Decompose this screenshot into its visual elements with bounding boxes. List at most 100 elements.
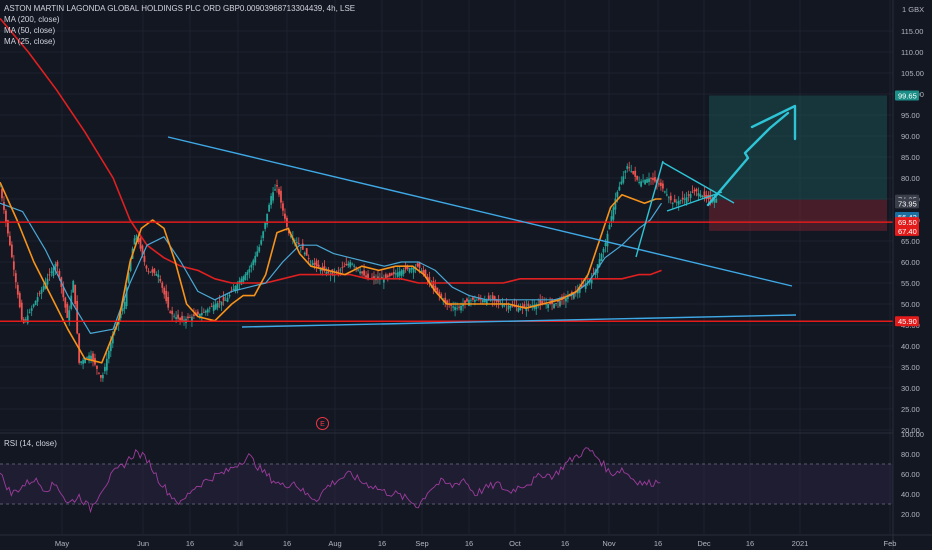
x-tick-label: May [55, 539, 69, 548]
candle-body [422, 270, 425, 274]
candle-body [3, 202, 5, 210]
candle-body [293, 239, 296, 241]
x-tick-label: 16 [283, 539, 291, 548]
earnings-marker-icon[interactable]: E [316, 417, 329, 430]
y-tick-label: 55.00 [901, 279, 920, 288]
candle-body [107, 350, 110, 359]
rsi-tick-label: 80.00 [901, 450, 920, 459]
candle-body [169, 311, 172, 313]
candle-body [98, 372, 100, 374]
rsi-legend[interactable]: RSI (14, close) [4, 439, 57, 448]
candle-body [270, 196, 272, 205]
candle-body [507, 305, 510, 310]
candle-body [654, 177, 656, 182]
candle-body [620, 181, 623, 185]
candle-body [272, 192, 274, 201]
candle-body [86, 356, 88, 358]
candle-body [5, 210, 7, 222]
x-tick-label: 16 [378, 539, 386, 548]
candle-body [420, 270, 423, 272]
candle-body [388, 273, 391, 277]
candle-body [121, 308, 124, 312]
candle-body [590, 276, 593, 284]
ma25-line [0, 181, 662, 364]
candle-body [200, 313, 203, 316]
candle-body [408, 268, 411, 273]
candle-body [396, 272, 399, 277]
candle-body [400, 270, 403, 276]
candle-body [351, 263, 354, 265]
candle-body [598, 259, 601, 267]
legend-ma25[interactable]: MA (25, close) [4, 37, 56, 46]
candle-body [30, 308, 33, 311]
candle-body [319, 269, 322, 272]
x-tick-label: Feb [884, 539, 897, 548]
drawing-tools[interactable] [0, 104, 893, 328]
candle-body [661, 183, 664, 189]
candle-body [337, 270, 340, 272]
candle-body [693, 189, 696, 192]
candle-body [481, 299, 484, 303]
candle-body [392, 271, 395, 275]
candle-body [151, 269, 154, 273]
candle-body [357, 269, 360, 271]
candle-body [667, 197, 670, 199]
candle-body [606, 233, 609, 247]
candle-body [640, 181, 643, 187]
x-tick-label: 16 [186, 539, 194, 548]
candle-body [111, 334, 114, 344]
candle-body [652, 177, 654, 181]
candle-body [559, 301, 561, 307]
candle-body [299, 246, 302, 248]
candle-body [377, 276, 379, 279]
rsi-pane [0, 447, 893, 514]
candle-body [616, 191, 619, 198]
rsi-tick-label: 40.00 [901, 490, 920, 499]
candle-body [539, 299, 542, 304]
candle-body [123, 301, 126, 309]
candle-body [464, 300, 466, 303]
candle-body [127, 272, 130, 283]
candle-body [691, 191, 694, 193]
candle-body [689, 194, 692, 198]
candle-body [26, 315, 29, 324]
candle-body [54, 264, 57, 271]
candle-body [523, 304, 526, 308]
x-tick-label: Nov [602, 539, 616, 548]
price-axis-bg [893, 0, 932, 550]
candle-body [242, 276, 245, 282]
candle-body [96, 365, 98, 369]
candle-body [576, 290, 579, 294]
y-tick-label: 60.00 [901, 258, 920, 267]
candle-body [527, 303, 530, 307]
symbol-title[interactable]: ASTON MARTIN LAGONDA GLOBAL HOLDINGS PLC… [4, 4, 356, 13]
legend-ma50[interactable]: MA (50, close) [4, 26, 56, 35]
candle-body [10, 244, 13, 258]
y-tick-label: 20.00 [901, 426, 920, 435]
ascending-trendline [241, 314, 797, 328]
price-tag [895, 90, 919, 101]
candle-body [632, 171, 635, 174]
position-zones [709, 95, 887, 231]
candle-body [555, 303, 557, 304]
candle-body [276, 185, 278, 187]
candle-body [636, 175, 639, 180]
candle-body [161, 282, 164, 288]
x-tick-label: Dec [697, 539, 711, 548]
candle-body [412, 267, 415, 273]
candle-body [394, 273, 397, 275]
candle-body [149, 271, 152, 273]
rsi-line [0, 447, 661, 514]
legend-ma200[interactable]: MA (200, close) [4, 15, 60, 24]
candle-body [189, 317, 191, 318]
candle-body [88, 355, 90, 361]
candle-body [240, 278, 243, 285]
candle-body [228, 294, 231, 297]
candle-body [301, 243, 304, 250]
currency-label: 1 GBX [902, 5, 924, 14]
candle-body [434, 285, 437, 290]
y-tick-label: 30.00 [901, 384, 920, 393]
candle-body [284, 213, 286, 219]
candle-body [428, 277, 431, 283]
